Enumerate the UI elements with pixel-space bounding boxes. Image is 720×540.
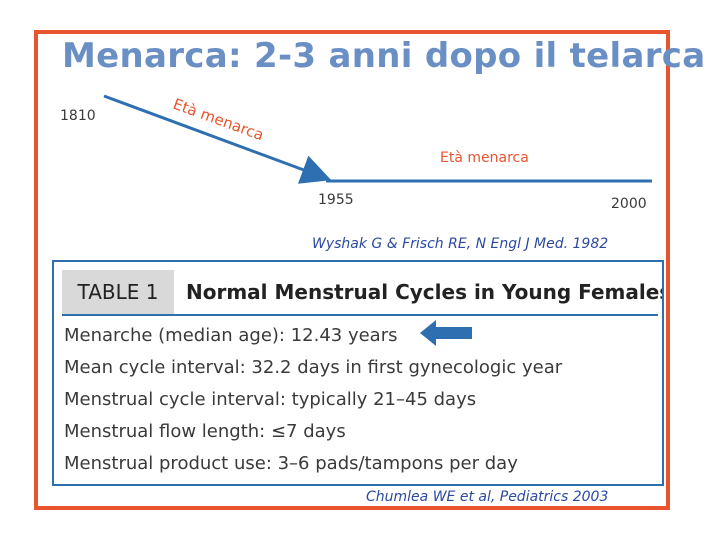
year-2000-label: 2000 — [611, 196, 647, 212]
timeline-decline-line — [103, 94, 332, 184]
timeline-stable-label: Età menarca — [440, 150, 529, 166]
year-1955-label: 1955 — [318, 192, 354, 208]
citation-chumlea: Chumlea WE et al, Pediatrics 2003 — [366, 489, 609, 505]
table-row: Menstrual cycle interval: typically 21–4… — [64, 389, 477, 410]
table-row: Menstrual product use: 3–6 pads/tampons … — [64, 453, 518, 474]
table-tag: TABLE 1 — [62, 270, 174, 314]
left-arrow-icon — [420, 320, 472, 346]
table-row: Menstrual flow length: ≤7 days — [64, 421, 346, 442]
table-rows: Menarche (median age): 12.43 years Mean … — [64, 320, 660, 480]
table-row: Mean cycle interval: 32.2 days in first … — [64, 357, 563, 378]
table-row: Menarche (median age): 12.43 years — [64, 325, 398, 346]
year-1810-label: 1810 — [60, 108, 96, 124]
table-title: Normal Menstrual Cycles in Young Females — [186, 280, 664, 304]
menstrual-table: TABLE 1 Normal Menstrual Cycles in Young… — [52, 260, 664, 486]
timeline-diagram: Età menarca — [103, 94, 652, 184]
citation-wyshak: Wyshak G & Frisch RE, N Engl J Med. 1982 — [312, 236, 609, 252]
table-header: TABLE 1 Normal Menstrual Cycles in Young… — [62, 270, 662, 316]
slide-title: Menarca: 2-3 anni dopo il telarca — [62, 36, 706, 76]
